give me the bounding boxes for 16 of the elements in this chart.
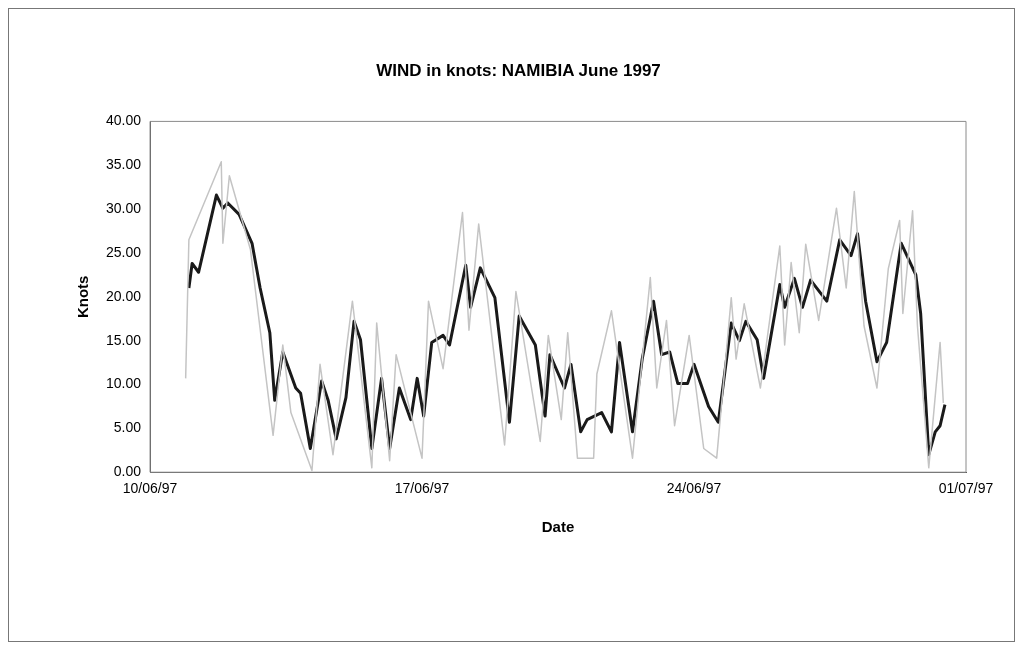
y-tick-label: 5.00: [113, 419, 142, 436]
x-tick-label: 01/07/97: [938, 480, 994, 497]
chart-title: WIND in knots: NAMIBIA June 1997: [376, 60, 661, 80]
x-tick-label: 10/06/97: [122, 480, 178, 497]
y-axis-title: Knots: [74, 275, 92, 319]
y-tick-label: 40.00: [105, 112, 142, 129]
x-tick-label: 17/06/97: [394, 480, 450, 497]
x-tick-label: 24/06/97: [666, 480, 722, 497]
y-tick-label: 15.00: [105, 331, 142, 348]
x-axis-title: Date: [541, 518, 575, 536]
y-tick-label: 25.00: [105, 243, 142, 260]
y-tick-label: 10.00: [105, 375, 142, 392]
y-tick-label: 35.00: [105, 156, 142, 173]
y-tick-label: 20.00: [105, 287, 142, 304]
y-tick-label: 0.00: [113, 463, 142, 480]
y-tick-label: 30.00: [105, 199, 142, 216]
